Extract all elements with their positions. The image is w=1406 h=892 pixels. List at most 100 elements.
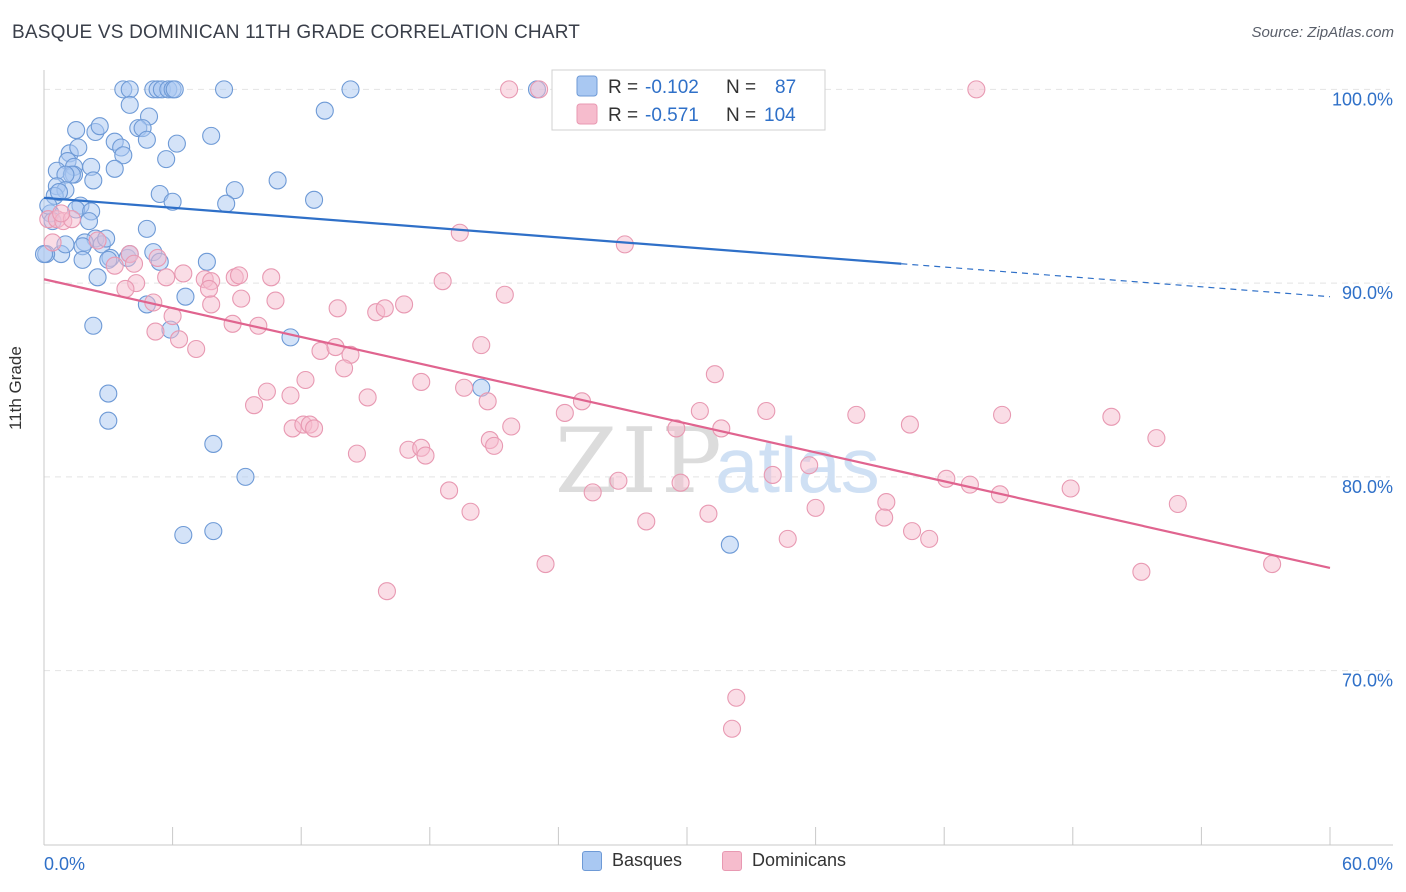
series-legend-item-dominicans[interactable]: Dominicans	[722, 850, 846, 871]
point-basques-78	[720, 535, 739, 554]
point-basques-70	[281, 328, 300, 347]
legend-swatch-dominicans	[576, 103, 598, 125]
point-dominicans-68	[667, 419, 686, 438]
legend-n-value-basques: 87	[775, 77, 796, 98]
point-dominicans-73	[485, 436, 504, 455]
point-dominicans-1	[530, 80, 549, 99]
series-legend: Basques Dominicans	[0, 850, 1406, 878]
point-basques-25	[114, 146, 133, 165]
point-dominicans-67	[502, 417, 521, 436]
point-dominicans-13	[124, 254, 144, 273]
point-dominicans-103	[722, 719, 742, 738]
point-dominicans-89	[877, 493, 896, 512]
point-dominicans-33	[328, 299, 347, 318]
point-dominicans-17	[157, 268, 176, 287]
legend-r-label-basques: R =	[608, 77, 638, 98]
legend-r-value-basques: -0.102	[645, 77, 699, 98]
point-basques-19	[167, 134, 186, 153]
point-dominicans-86	[440, 481, 459, 500]
point-dominicans-40	[169, 330, 189, 349]
point-basques-71	[99, 384, 118, 403]
point-basques-10	[120, 95, 139, 114]
point-dominicans-22	[229, 266, 249, 285]
point-dominicans-80	[609, 471, 628, 490]
point-basques-76	[174, 525, 193, 545]
point-dominicans-99	[1132, 562, 1151, 581]
point-dominicans-50	[705, 365, 724, 384]
point-dominicans-36	[395, 295, 414, 314]
point-dominicans-28	[266, 291, 285, 310]
point-dominicans-51	[257, 382, 276, 401]
trendline-dominicans	[43, 278, 1331, 570]
series-legend-item-basques[interactable]: Basques	[582, 850, 682, 871]
point-basques-68	[84, 316, 103, 335]
point-basques-12	[315, 101, 334, 120]
point-basques-7	[165, 80, 184, 99]
series-legend-swatch-basques	[582, 850, 602, 871]
x-tick-label-max: 60.0%	[1342, 854, 1393, 874]
point-basques-36	[268, 171, 287, 190]
point-dominicans-85	[1061, 479, 1080, 498]
point-dominicans-25	[116, 279, 135, 298]
watermark-zip: ZIP	[555, 409, 726, 514]
y-axis-label: 11th Grade	[6, 346, 25, 430]
tick-labels: 100.0% 90.0% 80.0% 70.0% 0.0% 60.0%	[44, 89, 1393, 874]
point-dominicans-48	[412, 372, 431, 391]
point-dominicans-14	[148, 248, 167, 267]
series-legend-swatch-dominicans	[722, 850, 742, 871]
point-dominicans-26	[199, 279, 219, 298]
point-basques-9	[341, 80, 360, 99]
point-dominicans-2	[967, 80, 986, 99]
point-dominicans-61	[993, 405, 1012, 424]
point-dominicans-96	[920, 529, 939, 548]
chart-title: BASQUE VS DOMINICAN 11TH GRADE CORRELATI…	[12, 22, 581, 43]
watermark-atlas: atlas	[715, 421, 880, 509]
point-dominicans-18	[174, 264, 193, 283]
point-dominicans-39	[146, 322, 165, 341]
legend-r-value-dominicans: -0.571	[645, 105, 699, 126]
point-basques-40	[49, 183, 69, 202]
point-dominicans-81	[671, 473, 690, 492]
point-dominicans-92	[699, 504, 718, 523]
point-dominicans-11	[88, 231, 107, 250]
legend-swatch-basques	[576, 75, 598, 97]
point-dominicans-102	[727, 688, 746, 707]
y-tick-label-2: 80.0%	[1342, 477, 1393, 497]
watermark: ZIP atlas	[555, 409, 880, 514]
point-basques-53	[137, 219, 156, 238]
point-dominicans-29	[495, 285, 514, 304]
point-basques-35	[84, 171, 103, 190]
point-dominicans-9	[615, 235, 634, 254]
point-dominicans-71	[1147, 429, 1166, 448]
point-dominicans-78	[800, 456, 819, 475]
point-dominicans-7	[52, 204, 71, 223]
point-dominicans-101	[377, 582, 396, 601]
point-dominicans-59	[757, 401, 776, 421]
point-basques-75	[236, 467, 255, 486]
trendline-basques-extension	[901, 263, 1331, 298]
point-dominicans-52	[281, 386, 300, 405]
point-dominicans-55	[478, 392, 497, 411]
source-label: Source: ZipAtlas.com	[1251, 24, 1394, 41]
point-basques-15	[90, 117, 109, 136]
y-tick-label-3: 70.0%	[1342, 671, 1393, 691]
point-dominicans-77	[347, 444, 366, 463]
trendline-basques	[43, 196, 902, 265]
point-basques-41	[225, 181, 244, 200]
point-basques-50	[79, 212, 99, 231]
point-dominicans-27	[232, 289, 251, 308]
point-dominicans-97	[778, 529, 797, 548]
point-dominicans-76	[416, 446, 435, 465]
point-dominicans-93	[637, 512, 656, 531]
point-basques-74	[204, 434, 223, 453]
point-dominicans-57	[555, 403, 574, 422]
point-dominicans-0	[500, 80, 519, 99]
point-dominicans-58	[690, 401, 709, 421]
point-dominicans-45	[472, 336, 491, 355]
point-dominicans-95	[902, 522, 922, 541]
legend-n-value-dominicans: 104	[764, 105, 796, 126]
point-dominicans-79	[763, 465, 782, 484]
legend-n-label-basques: N =	[726, 77, 756, 98]
point-dominicans-88	[806, 498, 825, 517]
